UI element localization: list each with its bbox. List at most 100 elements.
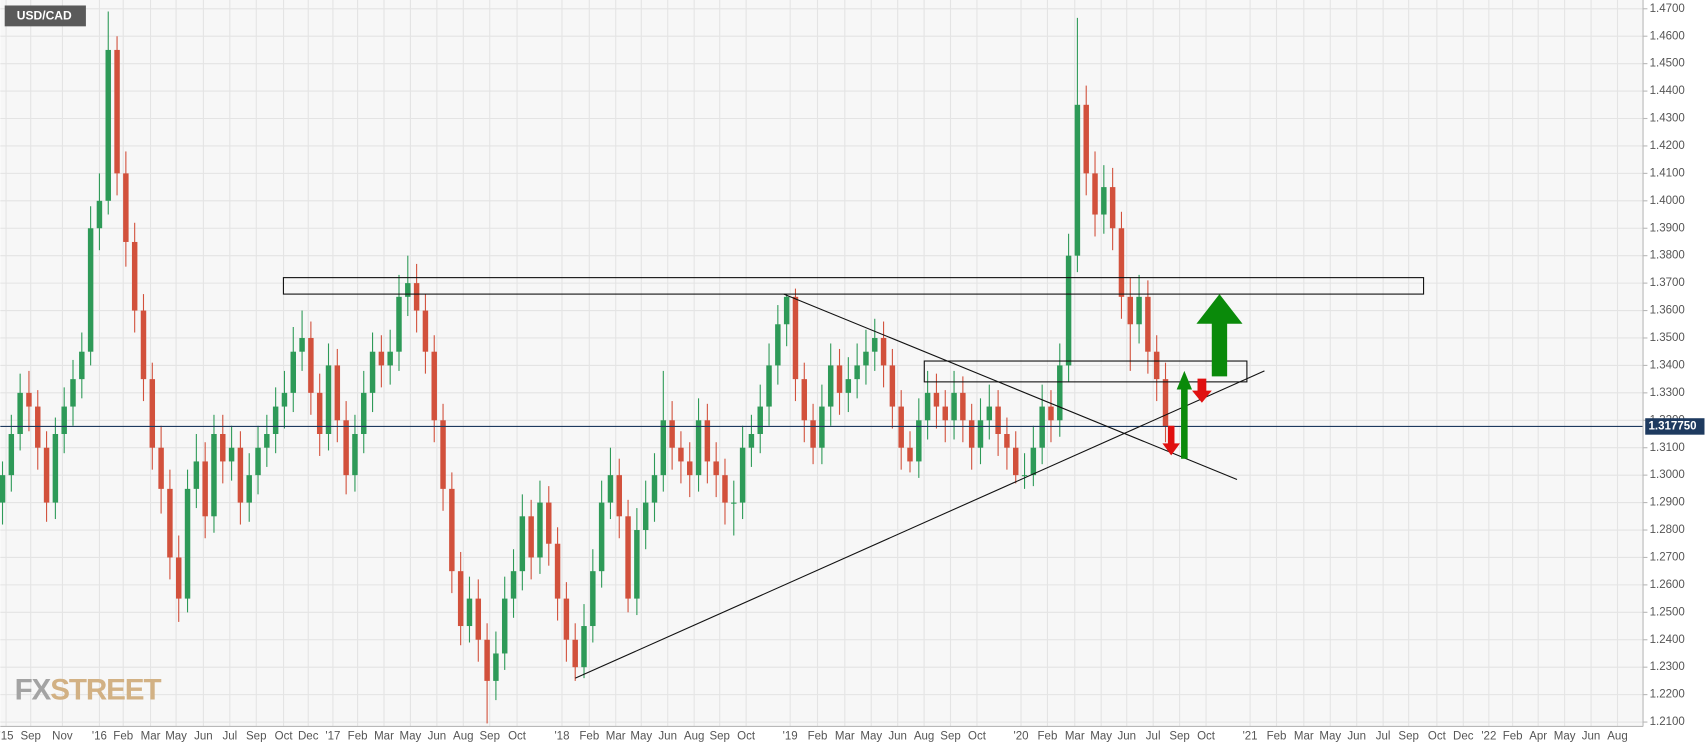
chart-title: USD/CAD — [17, 9, 72, 23]
candle-body — [1074, 104, 1081, 256]
rising-trendline — [575, 370, 1265, 679]
symbol-badge — [4, 5, 86, 27]
y-tick-label: 1.3300 — [1650, 387, 1685, 399]
x-tick-label: Oct — [1197, 730, 1216, 742]
candle-body — [977, 420, 984, 448]
candle-body — [405, 283, 411, 297]
x-tick-label: Jun — [658, 730, 677, 742]
x-tick-label: Oct — [275, 730, 294, 742]
candle-body — [669, 420, 675, 448]
candle-body — [528, 516, 534, 558]
axes: 1.2100 1.2200 1.2300 1.2400 1.2500 1.2600 1.27… — [0, 3, 1705, 742]
plot-area — [0, 0, 1643, 726]
x-tick-label: Jul — [222, 730, 237, 742]
x-tick-label: Aug — [1607, 730, 1627, 742]
x-tick-label: Sep — [709, 730, 730, 742]
x-tick-label: May — [1319, 730, 1341, 742]
candle-body — [334, 365, 341, 421]
candle-body — [369, 351, 376, 393]
candle-body — [281, 392, 288, 407]
candle-body — [598, 502, 605, 572]
x-tick-label: Oct — [737, 730, 756, 742]
x-tick-label: Mar — [1065, 730, 1085, 742]
candle-body — [836, 365, 843, 393]
x-tick-label: Jun — [194, 730, 213, 742]
time-axis-panel — [0, 726, 1644, 744]
candle-body — [792, 296, 799, 380]
candle-body — [123, 173, 129, 242]
candle-body — [299, 337, 305, 352]
falling-trendline — [783, 293, 1238, 481]
y-tick-label: 1.2700 — [1650, 551, 1685, 563]
candle-body — [325, 365, 332, 434]
candle-body — [810, 420, 816, 448]
candle-body — [501, 598, 508, 654]
x-tick-label: Oct — [968, 730, 987, 742]
candle-body — [625, 516, 631, 599]
candle-body — [202, 461, 208, 517]
candle-body — [184, 488, 191, 599]
candle-body — [801, 379, 808, 421]
y-tick-label: 1.2500 — [1650, 606, 1685, 618]
candle-body — [35, 406, 41, 448]
x-tick-label: Feb — [1267, 730, 1287, 742]
x-tick-label: Sep — [246, 730, 267, 742]
candle-body — [722, 475, 728, 503]
y-tick-label: 1.4300 — [1650, 113, 1685, 125]
candle-body — [554, 543, 561, 599]
watermark: FXSTREET — [15, 673, 162, 706]
x-tick-label: '17 — [325, 730, 340, 742]
candle-body — [951, 392, 957, 421]
candle-body — [968, 420, 975, 448]
candle-body — [413, 283, 420, 311]
annotations — [282, 277, 1425, 679]
candle-body — [1092, 173, 1098, 215]
x-tick-label: Jun — [888, 730, 907, 742]
x-tick-label: Dec — [298, 730, 319, 742]
x-tick-label: Feb — [579, 730, 599, 742]
candle-body — [316, 392, 323, 434]
candle-body — [352, 434, 358, 476]
grid — [0, 0, 1644, 727]
candle-body — [272, 406, 279, 434]
candle-body — [105, 49, 111, 201]
candle-body — [52, 434, 59, 503]
candle-body — [255, 447, 261, 476]
candle-body — [440, 420, 446, 489]
candle-body — [167, 488, 173, 558]
x-tick-label: Aug — [914, 730, 935, 742]
candle-body — [466, 598, 473, 627]
y-tick-label: 1.3000 — [1650, 469, 1685, 481]
candle-body — [986, 406, 993, 421]
y-tick-label: 1.3100 — [1650, 442, 1685, 454]
candle-body — [563, 598, 570, 640]
x-tick-label: '19 — [783, 730, 798, 742]
y-tick-label: 1.4400 — [1650, 85, 1685, 97]
candle-body — [1118, 228, 1125, 297]
candle-body — [1145, 296, 1151, 352]
candle-body — [766, 365, 772, 407]
candle-body — [237, 447, 244, 503]
up-arrow — [1176, 370, 1193, 459]
candle-body — [572, 639, 578, 668]
candle-body — [687, 461, 693, 476]
x-tick-label: Feb — [808, 730, 828, 742]
y-tick-label: 1.2100 — [1650, 716, 1685, 728]
candle-body — [748, 434, 755, 448]
x-tick-label: Sep — [1169, 730, 1190, 742]
candle-body — [1012, 447, 1019, 476]
x-tick-label: '20 — [1014, 730, 1029, 742]
candle-body — [1004, 434, 1010, 448]
x-tick-label: Sep — [1398, 730, 1419, 742]
y-tick-label: 1.3700 — [1650, 277, 1685, 289]
candle-body — [457, 571, 464, 627]
candle-body — [387, 351, 393, 366]
candle-body — [26, 392, 32, 407]
candle-body — [898, 406, 904, 448]
y-tick-label: 1.4600 — [1650, 30, 1685, 42]
x-tick-label: Sep — [940, 730, 961, 742]
y-tick-label: 1.3600 — [1650, 305, 1685, 317]
price-axis-panel — [1643, 0, 1707, 744]
candle-body — [220, 434, 226, 462]
x-tick-label: Mar — [141, 730, 161, 742]
